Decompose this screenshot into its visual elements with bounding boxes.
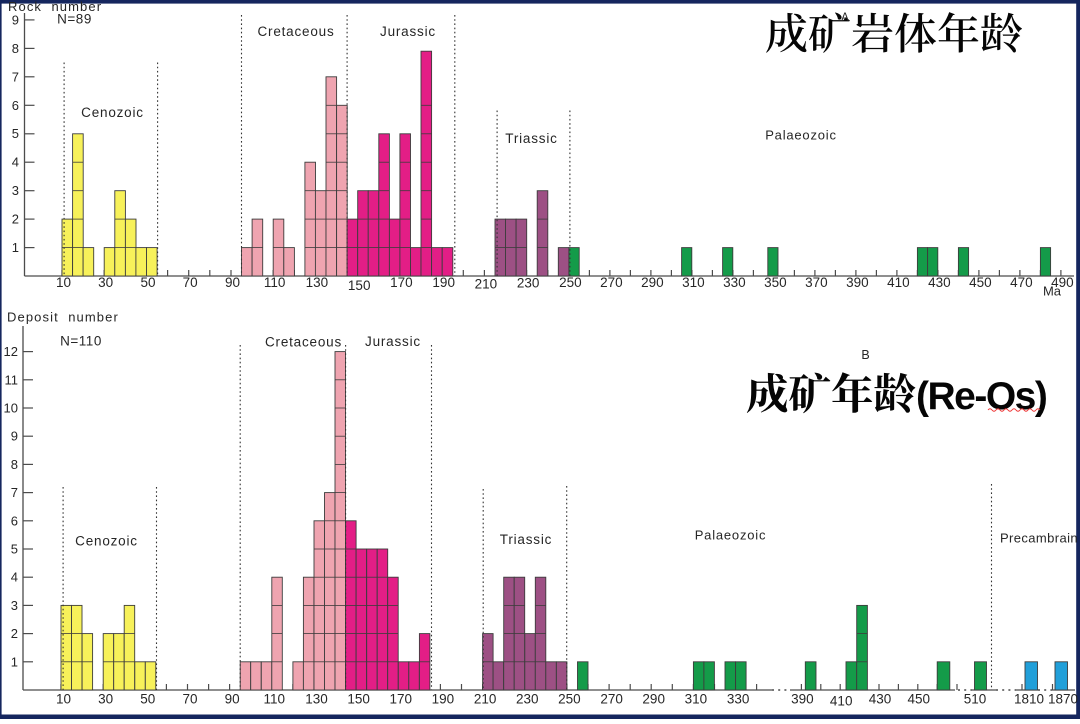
svg-text:8: 8 bbox=[11, 457, 18, 472]
svg-text:50: 50 bbox=[140, 275, 155, 290]
svg-text:390: 390 bbox=[791, 692, 814, 707]
svg-text:130: 130 bbox=[306, 275, 329, 290]
svg-text:290: 290 bbox=[641, 275, 664, 290]
svg-text:470: 470 bbox=[1010, 275, 1033, 290]
svg-text:90: 90 bbox=[225, 275, 240, 290]
svg-text:2: 2 bbox=[11, 626, 18, 641]
svg-text:11: 11 bbox=[5, 372, 19, 387]
svg-text:10: 10 bbox=[56, 275, 71, 290]
svg-text:7: 7 bbox=[12, 69, 19, 84]
svg-text:70: 70 bbox=[183, 275, 198, 290]
svg-text:9: 9 bbox=[11, 429, 18, 444]
svg-text:190: 190 bbox=[432, 275, 455, 290]
svg-text:Cretaceous: Cretaceous bbox=[257, 24, 334, 39]
svg-text:6: 6 bbox=[12, 98, 19, 113]
svg-text:12: 12 bbox=[4, 344, 18, 359]
svg-text:6: 6 bbox=[11, 513, 18, 528]
svg-text:Rock number: Rock number bbox=[8, 0, 102, 14]
svg-text:9: 9 bbox=[12, 12, 19, 27]
svg-text:70: 70 bbox=[182, 692, 197, 707]
svg-text:Jurassic: Jurassic bbox=[365, 334, 421, 349]
svg-text:Cenozoic: Cenozoic bbox=[81, 105, 144, 120]
svg-text:450: 450 bbox=[908, 692, 931, 707]
svg-text:(Re-Os): (Re-Os) bbox=[916, 375, 1047, 418]
svg-text:8: 8 bbox=[12, 41, 19, 56]
svg-text:350: 350 bbox=[764, 275, 787, 290]
svg-text:N=89: N=89 bbox=[57, 12, 92, 27]
svg-text:330: 330 bbox=[723, 275, 746, 290]
svg-text:110: 110 bbox=[264, 275, 286, 290]
svg-text:4: 4 bbox=[11, 570, 18, 585]
svg-text:1: 1 bbox=[12, 240, 19, 255]
svg-text:Precambrain: Precambrain bbox=[1000, 531, 1078, 546]
svg-text:N=110: N=110 bbox=[60, 334, 102, 349]
svg-text:150: 150 bbox=[348, 278, 371, 293]
svg-text:310: 310 bbox=[685, 692, 708, 707]
svg-text:Cretaceous: Cretaceous bbox=[265, 335, 342, 350]
svg-text:130: 130 bbox=[305, 692, 328, 707]
svg-text:Triassic: Triassic bbox=[500, 532, 552, 547]
svg-text:A: A bbox=[841, 12, 849, 24]
svg-text:450: 450 bbox=[969, 275, 992, 290]
svg-text:2: 2 bbox=[12, 212, 19, 227]
svg-text:210: 210 bbox=[474, 692, 497, 707]
svg-text:3: 3 bbox=[12, 183, 19, 198]
svg-text:Triassic: Triassic bbox=[505, 131, 557, 146]
svg-text:510: 510 bbox=[964, 692, 987, 707]
svg-text:B: B bbox=[861, 348, 869, 362]
svg-text:410: 410 bbox=[887, 275, 910, 290]
svg-text:4: 4 bbox=[12, 155, 19, 170]
svg-text:490: 490 bbox=[1051, 275, 1074, 290]
svg-text:10: 10 bbox=[56, 692, 71, 707]
svg-text:Palaeozoic: Palaeozoic bbox=[765, 128, 837, 143]
svg-text:430: 430 bbox=[869, 692, 892, 707]
svg-text:190: 190 bbox=[432, 692, 455, 707]
svg-text:1810: 1810 bbox=[1014, 692, 1044, 707]
svg-text:370: 370 bbox=[805, 275, 828, 290]
svg-text:Deposit number: Deposit number bbox=[7, 310, 119, 325]
svg-text:150: 150 bbox=[347, 692, 370, 707]
svg-text:170: 170 bbox=[390, 692, 413, 707]
svg-text:270: 270 bbox=[600, 275, 623, 290]
svg-text:110: 110 bbox=[264, 692, 286, 707]
svg-text:50: 50 bbox=[140, 692, 155, 707]
svg-text:10: 10 bbox=[4, 401, 18, 416]
svg-text:250: 250 bbox=[559, 275, 582, 290]
svg-text:Jurassic: Jurassic bbox=[380, 24, 436, 39]
svg-text:310: 310 bbox=[682, 275, 705, 290]
svg-text:90: 90 bbox=[225, 692, 240, 707]
svg-text:1870: 1870 bbox=[1048, 692, 1078, 707]
svg-text:290: 290 bbox=[642, 692, 665, 707]
svg-text:Cenozoic: Cenozoic bbox=[75, 534, 138, 549]
svg-text:1: 1 bbox=[11, 654, 18, 669]
svg-text:430: 430 bbox=[928, 275, 951, 290]
svg-text:7: 7 bbox=[11, 485, 18, 500]
svg-text:5: 5 bbox=[12, 126, 19, 141]
svg-text:230: 230 bbox=[517, 275, 540, 290]
svg-text:330: 330 bbox=[727, 692, 750, 707]
svg-text:230: 230 bbox=[516, 692, 539, 707]
svg-text:30: 30 bbox=[98, 275, 113, 290]
svg-text:30: 30 bbox=[98, 692, 113, 707]
svg-text:Ma: Ma bbox=[1043, 284, 1062, 299]
svg-text:170: 170 bbox=[390, 275, 413, 290]
svg-text:410: 410 bbox=[830, 694, 853, 709]
svg-text:270: 270 bbox=[600, 692, 623, 707]
svg-text:3: 3 bbox=[11, 598, 18, 613]
svg-text:250: 250 bbox=[558, 692, 581, 707]
svg-text:210: 210 bbox=[475, 276, 498, 291]
svg-text:5: 5 bbox=[11, 542, 18, 557]
svg-text:Palaeozoic: Palaeozoic bbox=[695, 528, 767, 543]
svg-text:390: 390 bbox=[846, 275, 869, 290]
